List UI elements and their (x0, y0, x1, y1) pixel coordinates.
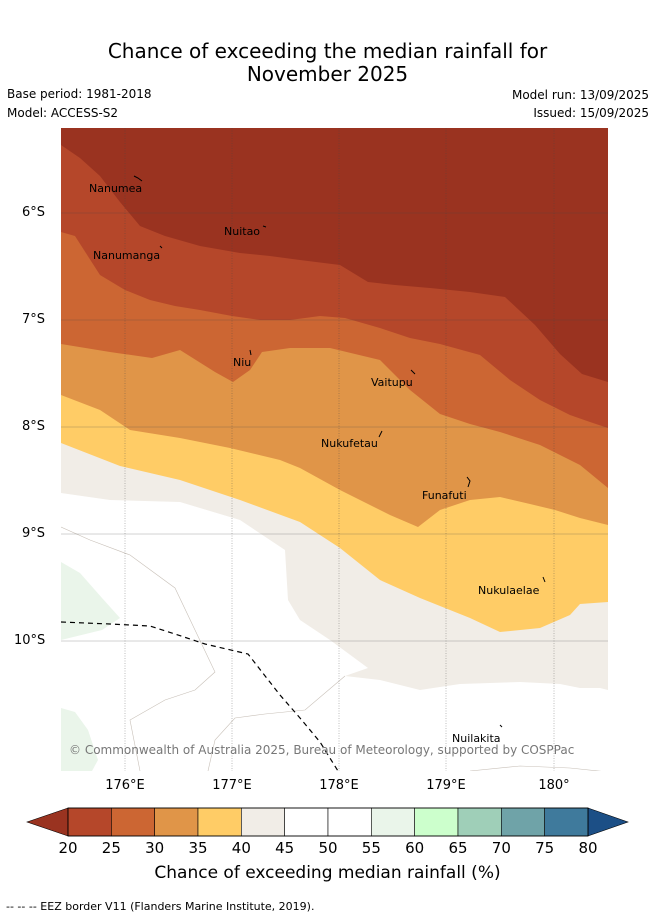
lon-tick-180: 180° (538, 778, 570, 793)
colorbar-tick-label: 30 (145, 839, 165, 857)
colorbar-segment (197, 807, 242, 837)
colorbar-tick-label: 40 (231, 839, 251, 857)
lon-tick-178e: 178°E (319, 778, 359, 793)
map-title: Chance of exceeding the median rainfall … (0, 40, 655, 86)
band-55-60-patch-2 (61, 708, 98, 771)
band-20-25 (61, 128, 608, 382)
place-labels: Nanumea Nuitao Nanumanga Niu Vaitupu Nuk… (89, 182, 540, 745)
colorbar-segment (457, 807, 502, 837)
probability-bands (61, 128, 608, 771)
issued-date: Issued: 15/09/2025 (533, 106, 649, 120)
title-line-1: Chance of exceeding the median rainfall … (107, 39, 548, 63)
model-name: Model: ACCESS-S2 (7, 106, 119, 120)
colorbar-tick-label: 50 (318, 839, 338, 857)
lat-tick-10s: 10°S (14, 633, 46, 648)
eez-footnote: -- -- -- EEZ border V11 (Flanders Marine… (6, 900, 315, 913)
colorbar (26, 807, 629, 837)
place-label-nukufetau: Nukufetau (321, 437, 378, 450)
lat-tick-8s: 8°S (22, 419, 46, 434)
colorbar-tick-label: 80 (578, 839, 598, 857)
colorbar-segment (284, 807, 329, 837)
colorbar-segment (154, 807, 199, 837)
lon-tick-179e: 179°E (426, 778, 466, 793)
colorbar-tick-label: 65 (448, 839, 468, 857)
colorbar-high-arrow (587, 807, 629, 837)
place-label-nukulaelae: Nukulaelae (478, 584, 540, 597)
title-line-2: November 2025 (246, 62, 409, 86)
base-period: Base period: 1981-2018 (7, 87, 152, 101)
place-label-niu: Niu (233, 356, 251, 369)
colorbar-segment (67, 807, 112, 837)
colorbar-segment (544, 807, 589, 837)
colorbar-tick-label: 70 (491, 839, 511, 857)
place-label-funafuti: Funafuti (422, 489, 467, 502)
contour-lines (61, 526, 602, 771)
lat-tick-6s: 6°S (22, 205, 46, 220)
lon-tick-176e: 176°E (105, 778, 145, 793)
lon-tick-177e: 177°E (212, 778, 252, 793)
colorbar-tick-label: 25 (101, 839, 121, 857)
colorbar-segment (111, 807, 155, 837)
place-label-nanumea: Nanumea (89, 182, 142, 195)
colorbar-segment (414, 807, 459, 837)
colorbar-tick-label: 55 (361, 839, 381, 857)
band-55-60-patch-1 (61, 562, 120, 640)
colorbar-tick-label: 75 (535, 839, 555, 857)
colorbar-segment (371, 807, 415, 837)
model-run: Model run: 13/09/2025 (511, 88, 649, 102)
colorbar-tick-label: 35 (188, 839, 208, 857)
grid (61, 128, 608, 771)
lat-tick-7s: 7°S (22, 312, 46, 327)
place-label-nanumanga: Nanumanga (93, 249, 160, 262)
copyright-notice: © Commonwealth of Australia 2025, Bureau… (69, 743, 574, 757)
colorbar-tick-label: 45 (275, 839, 295, 857)
colorbar-segment (327, 807, 372, 837)
colorbar-segment (501, 807, 545, 837)
colorbar-label: Chance of exceeding median rainfall (%) (154, 863, 501, 883)
eez-border (61, 621, 339, 771)
lat-tick-9s: 9°S (22, 526, 46, 541)
place-label-nuitao: Nuitao (224, 225, 260, 238)
colorbar-low-arrow (26, 807, 69, 837)
place-label-nuilakita: Nuilakita (452, 732, 501, 745)
island-shapes (133, 175, 546, 728)
colorbar-segment (241, 807, 285, 837)
colorbar-tick-label: 20 (58, 839, 78, 857)
colorbar-tick-label: 60 (405, 839, 425, 857)
place-label-vaitupu: Vaitupu (371, 376, 413, 389)
